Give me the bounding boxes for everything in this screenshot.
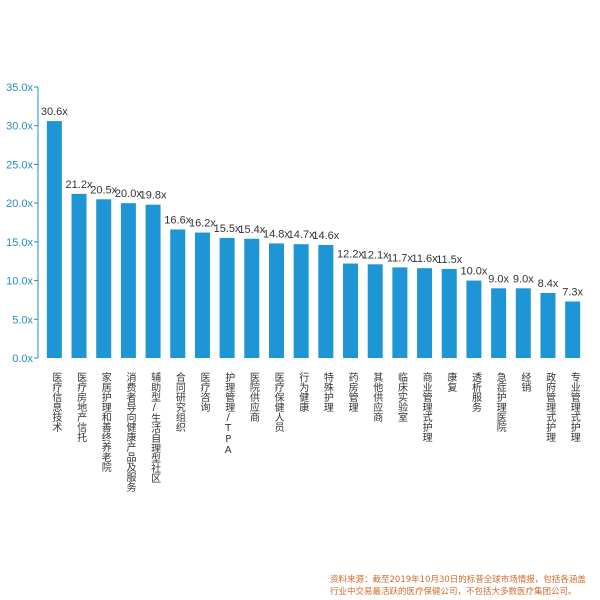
bars-group: [46, 121, 581, 358]
bar-value-label: 30.6x: [41, 106, 68, 118]
bar: [417, 268, 433, 358]
bar: [293, 244, 309, 358]
bar-value-label: 14.7x: [288, 229, 315, 241]
category-label: 透析服务: [469, 372, 481, 412]
bar: [145, 204, 161, 358]
bar-value-label: 11.7x: [387, 252, 414, 264]
category-label: 商业管理式护理: [420, 372, 432, 442]
bar-value-label: 16.6x: [164, 214, 191, 226]
y-tick-label: 25.0x: [6, 159, 33, 171]
bar: [219, 237, 235, 358]
bar-value-label: 7.3x: [562, 286, 583, 298]
category-label: 经销: [518, 372, 530, 392]
bar: [441, 268, 457, 358]
category-label: 康复: [444, 372, 456, 392]
bar: [170, 229, 186, 358]
y-tick-label: 20.0x: [6, 198, 33, 210]
category-label: 家居护理和善终养老院: [99, 372, 111, 472]
bar: [540, 292, 556, 358]
category-label: 医疗咨询: [198, 372, 210, 412]
y-tick-label: 30.0x: [6, 121, 33, 133]
bar-value-label: 15.4x: [238, 224, 265, 236]
bar: [46, 121, 62, 358]
y-tick-label: 15.0x: [6, 237, 33, 249]
category-label: 政府管理式护理: [543, 372, 555, 442]
category-label: 医疗信息技术: [49, 372, 61, 432]
bar: [244, 238, 260, 358]
bar-value-label: 11.6x: [412, 253, 439, 265]
category-label: 药房管理: [346, 372, 358, 412]
category-label: 辅助型/生活自理型社区: [148, 372, 160, 483]
bar-value-label: 9.0x: [513, 273, 534, 285]
bar-value-label: 20.0x: [115, 188, 142, 200]
bar: [515, 288, 531, 358]
category-label: 行为健康: [296, 372, 308, 412]
bar: [565, 301, 581, 358]
bar-value-label: 21.2x: [66, 179, 93, 191]
bar: [367, 264, 383, 358]
y-axis: 0.0x 5.0x 10.0x 15.0x 20.0x 25.0x 30.0x 35.0x: [6, 82, 39, 365]
bar-value-label: 11.5x: [436, 254, 463, 266]
category-label: 医疗保健人员: [272, 372, 284, 432]
bar: [466, 280, 482, 358]
bar: [392, 267, 408, 358]
bar: [268, 243, 284, 358]
y-tick-label: 10.0x: [6, 276, 33, 288]
bar-value-label: 8.4x: [538, 278, 559, 290]
bar: [343, 263, 359, 358]
bar: [194, 232, 210, 358]
bar-value-label: 14.6x: [312, 230, 339, 242]
bar-value-label: 10.0x: [460, 266, 487, 278]
bar-value-label: 14.8x: [263, 228, 290, 240]
bar-value-label: 9.0x: [488, 273, 509, 285]
category-label: 消费者导向健康产品及服务: [123, 372, 135, 492]
category-label: 特殊护理: [321, 372, 333, 412]
y-tick-label: 0.0x: [12, 353, 33, 365]
bar: [491, 288, 507, 358]
category-label: 急症护理医院: [494, 372, 506, 432]
source-note: 资料来源：截至2019年10月30日的标普全球市场情报，包括各涵盖行业中交易最活…: [330, 575, 586, 597]
category-label: 医院供应商: [247, 372, 259, 422]
y-tick-label: 35.0x: [6, 82, 33, 94]
bar-value-label: 16.2x: [189, 218, 216, 230]
bar-value-label: 19.8x: [140, 190, 167, 202]
bar: [120, 203, 136, 358]
y-tick-label: 5.0x: [12, 314, 33, 326]
category-label: 专业管理式护理: [568, 372, 580, 442]
bar: [96, 199, 112, 358]
bar-value-label: 12.2x: [337, 249, 364, 261]
bar: [71, 193, 87, 358]
category-label: 医疗房地产信托: [74, 372, 86, 442]
bar-value-label: 12.1x: [362, 249, 389, 261]
category-label: 合同研究组织: [173, 372, 185, 432]
bar: [318, 244, 334, 358]
category-label: 其他供应商: [370, 372, 382, 422]
bar-value-label: 15.5x: [214, 223, 241, 235]
category-label: 护理管理/TPA: [222, 372, 234, 456]
bar-value-label: 20.5x: [90, 184, 117, 196]
category-label: 临床实验室: [395, 372, 407, 422]
